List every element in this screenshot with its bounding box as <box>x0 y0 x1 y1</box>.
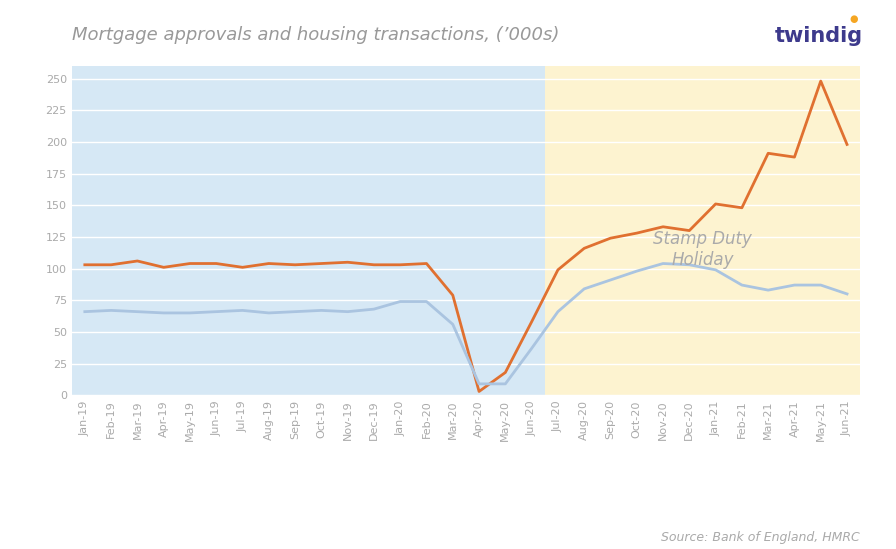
Text: Stamp Duty
Holiday: Stamp Duty Holiday <box>653 230 752 269</box>
Text: twindig: twindig <box>775 26 863 46</box>
Text: Mortgage approvals and housing transactions, (’000s): Mortgage approvals and housing transacti… <box>72 26 559 44</box>
Bar <box>545 66 860 395</box>
Bar <box>72 66 545 395</box>
Text: Source: Bank of England, HMRC: Source: Bank of England, HMRC <box>661 530 860 544</box>
Text: ●: ● <box>849 14 858 24</box>
